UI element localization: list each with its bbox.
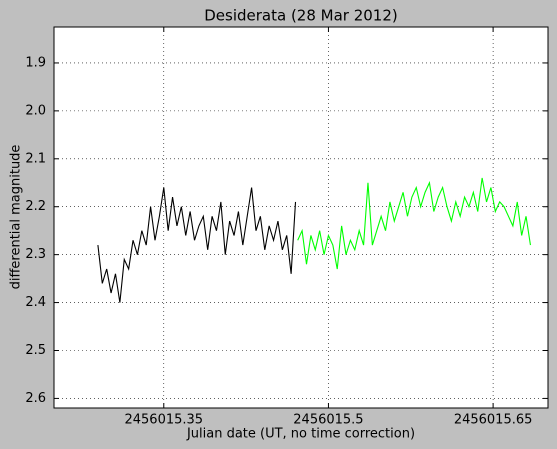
y-tick-label: 2.6	[25, 391, 46, 406]
x-tick-label: 2456015.65	[454, 413, 533, 428]
y-tick-label: 2.1	[25, 151, 46, 166]
y-tick-label: 2.5	[25, 343, 46, 358]
plot-area	[54, 27, 548, 408]
x-tick-label: 2456015.5	[293, 413, 363, 428]
x-tick-label: 2456015.35	[124, 413, 203, 428]
chart-title: Desiderata (28 Mar 2012)	[204, 7, 398, 25]
y-tick-label: 2.3	[25, 247, 46, 262]
y-tick-label: 2.2	[25, 199, 46, 214]
data-line	[97, 187, 297, 303]
plot-frame	[53, 26, 549, 409]
y-axis-label: differential magnitude	[9, 145, 24, 290]
y-tick-label: 2.0	[25, 103, 46, 118]
x-axis-label: Julian date (UT, no time correction)	[186, 427, 415, 442]
y-tick-label: 2.4	[25, 295, 46, 310]
data-line	[297, 177, 531, 270]
y-tick-label: 1.9	[25, 55, 46, 70]
